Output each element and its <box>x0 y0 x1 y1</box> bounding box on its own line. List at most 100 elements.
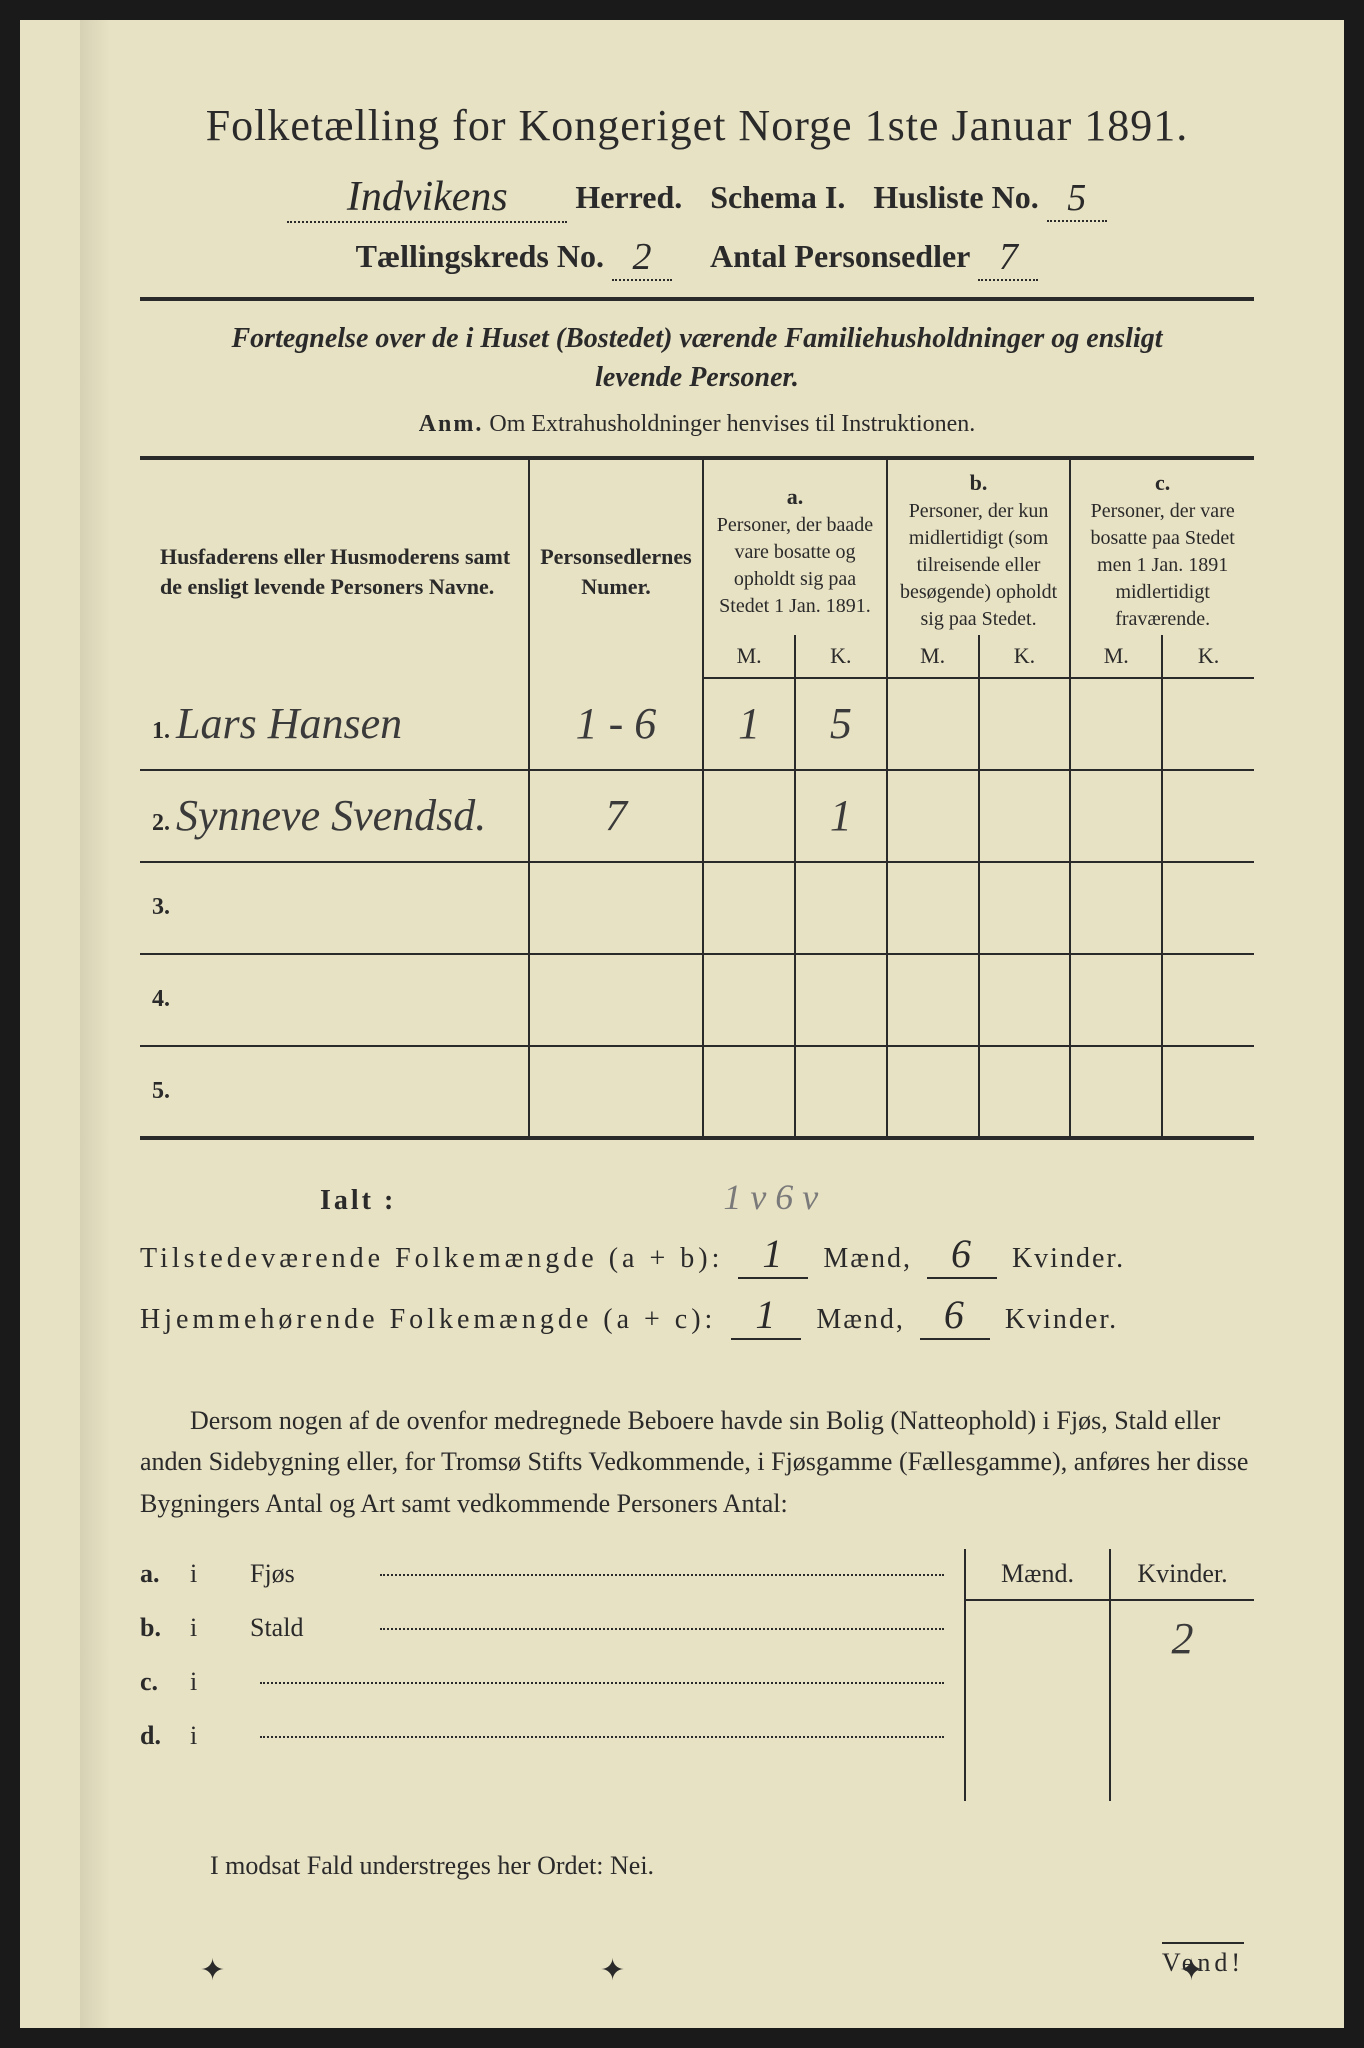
col-a-m: M. <box>703 635 795 678</box>
tilstede-label: Tilstedeværende Folkemængde (a + b): <box>140 1243 723 1274</box>
hjemme-label: Hjemmehørende Folkemængde (a + c): <box>140 1304 716 1335</box>
tilstede-line: Tilstedeværende Folkemængde (a + b): 1 M… <box>140 1230 1254 1279</box>
col-a-k: K. <box>795 635 887 678</box>
husliste-field: 5 <box>1047 176 1107 222</box>
table-row: 4. <box>140 954 1254 1046</box>
cell: 1 - 6 <box>576 699 657 748</box>
subtitle: Fortegnelse over de i Huset (Bostedet) v… <box>140 319 1254 397</box>
sub-row: c. i <box>140 1667 944 1711</box>
cell: 1 <box>830 791 852 840</box>
sub-row: a. i Fjøs <box>140 1559 944 1603</box>
herred-label: Herred. <box>575 179 682 216</box>
subtitle-line-1: Fortegnelse over de i Huset (Bostedet) v… <box>232 323 1163 354</box>
hjemme-k: 6 <box>920 1291 990 1340</box>
ialt-handwriting: 1 v 6 v <box>723 1177 818 1217</box>
col-header-name: Husfaderens eller Husmoderens samt de en… <box>140 458 529 677</box>
hjemme-line: Hjemmehørende Folkemængde (a + c): 1 Mæn… <box>140 1291 1254 1340</box>
sub-row: d. i <box>140 1721 944 1765</box>
col-b-m: M. <box>887 635 979 678</box>
col-b-group: b. Personer, der kun midlertidigt (som t… <box>887 458 1071 635</box>
dots <box>380 1628 944 1630</box>
herred-field: Indvikens <box>287 173 567 223</box>
row-num: 4. <box>152 986 170 1012</box>
mark-icon: ✦ <box>1179 1953 1204 1988</box>
tilstede-k: 6 <box>927 1230 997 1279</box>
sub-right: Mænd. Kvinder. 2 <box>964 1549 1254 1801</box>
outbuilding-paragraph: Dersom nogen af de ovenfor medregnede Be… <box>140 1400 1254 1525</box>
tilstede-m: 1 <box>738 1230 808 1279</box>
ialt-label: Ialt : <box>320 1185 396 1216</box>
sub-type: Fjøs <box>250 1559 370 1589</box>
binding-shadow <box>80 20 110 2028</box>
row-name-hw: Synneve Svendsd. <box>176 790 486 841</box>
outbuilding-table: a. i Fjøs b. i Stald c. i d. i <box>140 1549 1254 1801</box>
col-b-k: K. <box>979 635 1071 678</box>
col-header-num: Personsedlernes Numer. <box>529 458 703 677</box>
kreds-field: 2 <box>612 235 672 281</box>
sub-right-head: Mænd. Kvinder. <box>966 1549 1254 1601</box>
row-num: 5. <box>152 1078 170 1104</box>
sub-left: a. i Fjøs b. i Stald c. i d. i <box>140 1549 964 1801</box>
mark-icon: ✦ <box>200 1953 225 1988</box>
divider-1 <box>140 297 1254 301</box>
sub-prefix: d. <box>140 1721 190 1751</box>
sub-i: i <box>190 1667 250 1697</box>
col-b-label: b. <box>892 468 1066 498</box>
table-row: 2.Synneve Svendsd. 7 1 <box>140 770 1254 862</box>
sub-prefix: b. <box>140 1613 190 1643</box>
dots <box>260 1682 944 1684</box>
table-row: 5. <box>140 1046 1254 1138</box>
personsedler-label: Antal Personsedler <box>710 238 970 275</box>
sub-k-val: 2 <box>1172 1614 1194 1663</box>
kvinder-label-2: Kvinder. <box>1005 1304 1118 1335</box>
sub-i: i <box>190 1613 250 1643</box>
schema-label: Schema I. <box>710 179 845 216</box>
sub-m-col <box>966 1601 1111 1801</box>
sub-maend-header: Mænd. <box>966 1549 1111 1599</box>
col-c-m: M. <box>1070 635 1162 678</box>
husliste-label: Husliste No. <box>873 179 1038 216</box>
ialt-section: Ialt : 1 v 6 v Tilstedeværende Folkemæng… <box>140 1176 1254 1340</box>
mark-icon: ✦ <box>600 1953 625 1988</box>
table-row: 3. <box>140 862 1254 954</box>
col-a-text: Personer, der baade vare bosatte og opho… <box>708 512 882 620</box>
sub-right-body: 2 <box>966 1601 1254 1801</box>
sub-k-col: 2 <box>1111 1601 1254 1801</box>
anm-text: Om Extrahusholdninger henvises til Instr… <box>489 411 975 437</box>
sub-prefix: a. <box>140 1559 190 1589</box>
col-c-label: c. <box>1075 468 1250 498</box>
cell: 5 <box>830 699 852 748</box>
census-form-page: Folketælling for Kongeriget Norge 1ste J… <box>20 20 1344 2028</box>
hjemme-m: 1 <box>731 1291 801 1340</box>
col-a-group: a. Personer, der baade vare bosatte og o… <box>703 458 887 635</box>
col-a-label: a. <box>708 482 882 512</box>
main-table: Husfaderens eller Husmoderens samt de en… <box>140 456 1254 1139</box>
sub-kvinder-header: Kvinder. <box>1111 1549 1254 1599</box>
header-line-2: Tællingskreds No. 2 Antal Personsedler 7 <box>140 233 1254 279</box>
maend-label-2: Mænd, <box>816 1304 905 1335</box>
kreds-label: Tællingskreds No. <box>356 238 604 275</box>
cell: 7 <box>605 791 627 840</box>
sub-type: Stald <box>250 1613 370 1643</box>
subtitle-line-2: levende Personer. <box>595 362 799 393</box>
kvinder-label: Kvinder. <box>1012 1243 1125 1274</box>
col-c-k: K. <box>1162 635 1254 678</box>
table-row: 1.Lars Hansen 1 - 6 1 5 <box>140 678 1254 770</box>
col-c-group: c. Personer, der vare bosatte paa Stedet… <box>1070 458 1254 635</box>
dots <box>380 1574 944 1576</box>
table-body: 1.Lars Hansen 1 - 6 1 5 2.Synneve Svends… <box>140 678 1254 1138</box>
sub-row: b. i Stald <box>140 1613 944 1657</box>
maend-label: Mænd, <box>823 1243 912 1274</box>
sub-i: i <box>190 1721 250 1751</box>
anm-note: Anm. Om Extrahusholdninger henvises til … <box>140 411 1254 438</box>
page-title: Folketælling for Kongeriget Norge 1ste J… <box>140 100 1254 151</box>
personsedler-field: 7 <box>978 235 1038 281</box>
col-c-text: Personer, der vare bosatte paa Stedet me… <box>1075 498 1250 633</box>
dots <box>260 1736 944 1738</box>
anm-label: Anm. <box>419 411 484 437</box>
row-num: 3. <box>152 894 170 920</box>
sub-i: i <box>190 1559 250 1589</box>
footer-line: I modsat Fald understreges her Ordet: Ne… <box>140 1851 1254 1881</box>
sub-prefix: c. <box>140 1667 190 1697</box>
row-name-hw: Lars Hansen <box>176 698 402 749</box>
